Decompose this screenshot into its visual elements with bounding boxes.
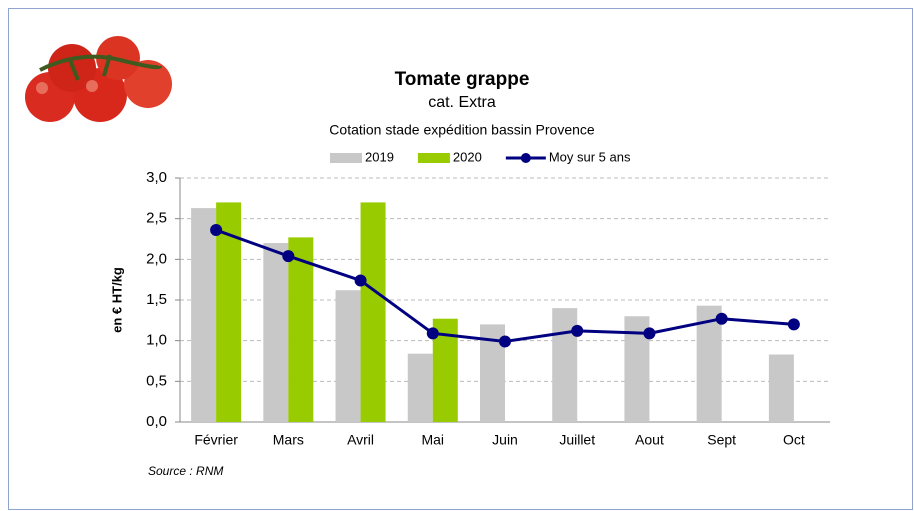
x-tick-label: Février — [194, 432, 238, 448]
y-tick-label: 0,0 — [146, 413, 167, 430]
bar — [335, 290, 361, 422]
x-tick-label: Oct — [783, 432, 805, 448]
marker — [282, 250, 295, 263]
marker — [571, 324, 584, 337]
x-tick-label: Aout — [635, 432, 664, 448]
marker — [643, 327, 656, 340]
marker — [787, 318, 800, 331]
marker — [426, 327, 439, 340]
tomato-image — [25, 36, 172, 122]
marker — [715, 312, 728, 325]
y-tick-label: 1,0 — [146, 332, 167, 349]
bar — [768, 354, 794, 422]
bar — [191, 208, 217, 422]
subtitle: cat. Extra — [428, 94, 496, 111]
legend-swatch — [520, 153, 531, 163]
y-axis-label: en € HT/kg — [109, 267, 124, 333]
legend-swatch — [417, 153, 450, 163]
x-tick-label: Sept — [707, 432, 736, 448]
y-tick-label: 0,5 — [146, 372, 167, 389]
marker — [499, 335, 511, 348]
x-tick-label: Avril — [347, 432, 374, 448]
legend-label: 2020 — [453, 149, 482, 164]
bar — [696, 305, 722, 422]
legend-label: Moy sur 5 ans — [549, 149, 631, 164]
source: Source : RNM — [148, 464, 223, 478]
marker — [354, 274, 367, 287]
y-tick-label: 3,0 — [146, 169, 167, 186]
bar — [288, 237, 314, 422]
bar — [360, 202, 386, 422]
legend-label: 2019 — [365, 149, 394, 164]
legend-swatch — [330, 153, 362, 163]
bar — [407, 353, 433, 422]
x-tick-label: Mars — [273, 432, 304, 448]
bar — [263, 243, 289, 422]
y-tick-label: 2,0 — [146, 250, 167, 267]
y-tick-label: 1,5 — [146, 291, 167, 308]
bar — [552, 308, 578, 422]
y-tick-label: 2,5 — [146, 210, 167, 227]
x-tick-label: Juin — [492, 432, 518, 448]
marker — [210, 224, 223, 237]
chart-title: Tomate grappe — [395, 69, 530, 90]
subtitle: Cotation stade expédition bassin Provenc… — [329, 122, 595, 138]
x-tick-label: Mai — [421, 432, 444, 448]
x-tick-label: Juillet — [559, 432, 595, 448]
